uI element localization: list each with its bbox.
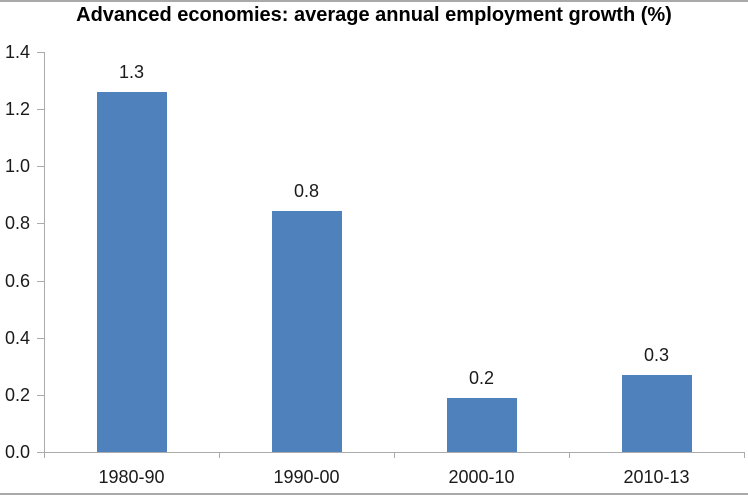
y-axis-tick-label: 0.6 (4, 270, 30, 291)
bar (271, 210, 342, 452)
y-axis-tick-label: 1.4 (4, 42, 30, 62)
y-axis-tick-label: 1.0 (4, 156, 30, 177)
y-axis-tick (37, 280, 44, 282)
y-axis-line (44, 52, 45, 452)
y-axis-tick-label: 0.4 (4, 327, 30, 348)
y-axis-tick-label: 0.0 (4, 442, 30, 462)
bar (446, 397, 517, 452)
y-axis-tick (37, 337, 44, 339)
y-axis-tick (37, 394, 44, 396)
y-axis-tick (37, 166, 44, 168)
x-axis-category-label: 1990-00 (273, 467, 340, 487)
chart-border-bottom (0, 493, 748, 495)
x-axis-tick (394, 452, 395, 458)
x-axis-tick (569, 452, 570, 458)
y-axis-tick (37, 109, 44, 111)
x-axis-category-label: 2000-10 (448, 467, 515, 487)
x-axis-tick (44, 452, 45, 458)
y-axis-tick (37, 52, 44, 53)
y-axis-tick-label: 0.2 (4, 384, 30, 405)
x-axis-tick (219, 452, 220, 458)
bar-value-label: 0.3 (643, 344, 670, 365)
bar-value-label: 0.2 (468, 367, 495, 388)
bar-value-label: 0.8 (293, 180, 320, 201)
x-axis-tick (744, 452, 745, 458)
y-axis-tick-label: 1.2 (4, 99, 30, 120)
chart-title: Advanced economies: average annual emplo… (76, 4, 672, 26)
bar-value-label: 1.3 (118, 62, 145, 82)
x-axis-category-label: 2010-13 (623, 467, 690, 487)
bar (621, 374, 692, 452)
y-axis-tick (37, 223, 44, 225)
y-axis-tick-label: 0.8 (4, 213, 30, 234)
chart-border-top (0, 0, 748, 2)
x-axis-category-label: 1980-90 (98, 467, 165, 487)
bar (96, 92, 167, 452)
y-axis-tick (37, 452, 44, 453)
